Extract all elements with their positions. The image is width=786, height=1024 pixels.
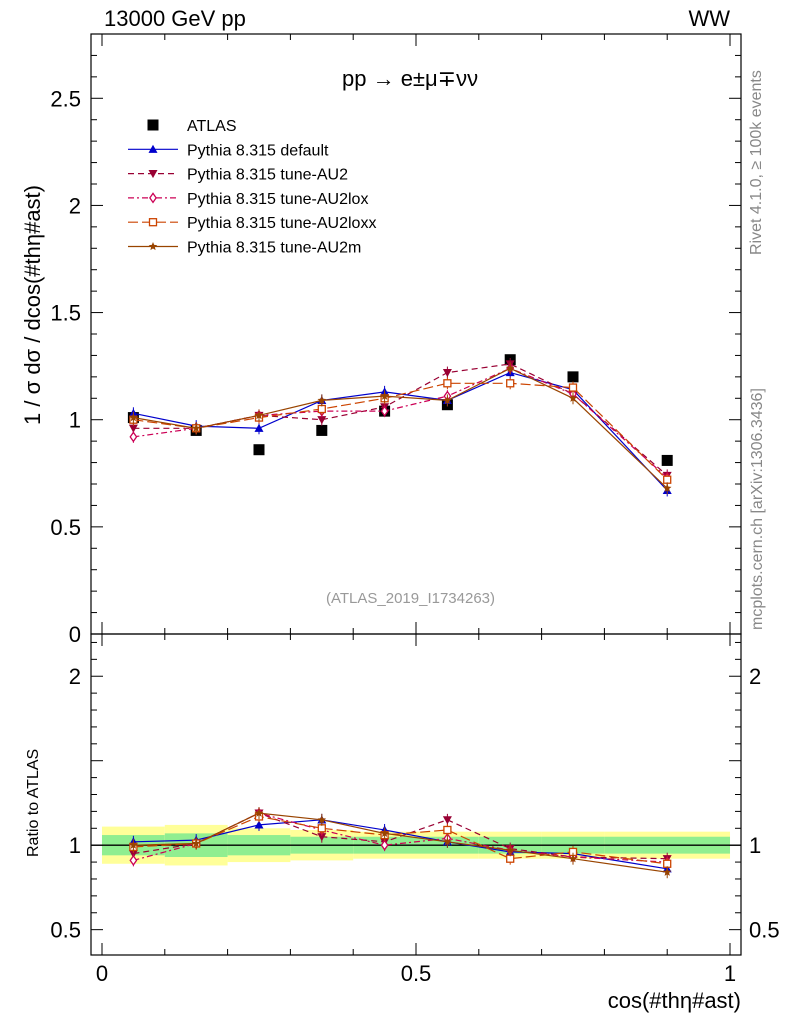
point-AU2m (380, 391, 389, 400)
point-AU2 (317, 416, 327, 425)
ratio-point-AU2loxx (443, 825, 452, 835)
point-default (254, 423, 264, 432)
ratio-point-AU2 (128, 850, 138, 859)
point-AU2loxx (317, 404, 326, 414)
ratio-y-tick-label: 2 (69, 664, 81, 689)
legend-marker-AU2loxx (148, 218, 158, 227)
ratio-point-AU2m (191, 839, 201, 848)
point-AU2m (191, 423, 201, 432)
y-tick-label: 2 (69, 193, 81, 218)
point-ATLAS (661, 454, 673, 466)
ratio-point-AU2lox (129, 854, 138, 867)
point-ATLAS (567, 371, 579, 383)
legend-label-AU2lox: Pythia 8.315 tune-AU2lox (187, 191, 368, 208)
ratio-point-AU2lox (380, 839, 389, 851)
ratio-frame (90, 633, 742, 956)
x-axis-title: cos(#thη#ast) (608, 988, 741, 1013)
ratio-y-tick-label: 1 (69, 833, 81, 858)
ratio-y-tick-label-right: 2 (749, 664, 761, 689)
ratio-y-tick-label-right: 0.5 (749, 918, 780, 943)
point-AU2m (317, 395, 327, 405)
header-left: 13000 GeV pp (104, 6, 246, 31)
ratio-y-tick-label-right: 1 (749, 833, 761, 858)
series-line-AU2 (133, 363, 668, 476)
point-ATLAS (316, 424, 328, 436)
legend-marker-AU2 (148, 170, 158, 179)
ratio-point-AU2m (129, 840, 138, 849)
legend-label-default: Pythia 8.315 default (187, 142, 329, 159)
y-tick-label: 1 (69, 408, 81, 433)
point-AU2 (442, 368, 452, 378)
ratio-point-AU2m (568, 854, 578, 863)
point-AU2lox (129, 431, 138, 443)
ratio-point-AU2m (380, 828, 389, 837)
ratio-point-default (254, 820, 264, 829)
point-AU2m (254, 410, 264, 420)
y-tick-label: 2.5 (50, 86, 81, 111)
point-AU2lox (380, 405, 389, 417)
y-tick-label-zero: 0 (69, 622, 81, 647)
ratio-point-AU2m (505, 845, 515, 854)
point-AU2loxx (443, 379, 452, 388)
legend-marker-AU2lox (149, 192, 157, 204)
legend-marker-AU2m (148, 242, 158, 251)
ratio-point-AU2m (317, 815, 327, 824)
point-AU2m (129, 413, 138, 422)
ratio-point-AU2m (254, 808, 264, 817)
header-right: WW (688, 6, 730, 31)
y-tick-label: 1.5 (50, 301, 81, 326)
ratio-point-AU2 (442, 816, 452, 825)
point-ATLAS (253, 444, 265, 456)
ratio-point-AU2m (662, 867, 672, 876)
legend-marker-default (148, 144, 158, 153)
legend-marker-ATLAS (147, 119, 159, 131)
x-tick-label: 0.5 (401, 961, 432, 986)
point-AU2m (568, 393, 578, 402)
y-axis-title: 1 / σ dσ / dcos(#thη#ast) (20, 185, 45, 425)
series-line-AU2lox (133, 367, 668, 479)
legend-label-AU2m: Pythia 8.315 tune-AU2m (187, 240, 361, 257)
x-tick-label: 1 (724, 961, 736, 986)
ratio-y-axis-title: Ratio to ATLAS (25, 749, 42, 857)
ratio-point-AU2 (317, 833, 327, 842)
point-AU2loxx (506, 379, 515, 388)
series-line-AU2m (133, 367, 668, 489)
point-AU2 (128, 424, 138, 433)
point-AU2loxx (568, 383, 578, 392)
x-tick-label: 0 (96, 961, 108, 986)
mcplots-label: mcplots.cern.ch [arXiv:1306.3436] (749, 388, 766, 630)
point-AU2m (443, 395, 452, 405)
legend-label-AU2loxx: Pythia 8.315 tune-AU2loxx (187, 215, 376, 232)
process-label: pp → e±μ∓νν (342, 66, 479, 91)
point-AU2loxx (663, 475, 672, 484)
analysis-id: (ATLAS_2019_I1734263) (326, 590, 496, 607)
point-AU2m (662, 483, 672, 492)
rivet-label: Rivet 4.1.0, ≥ 100k events (748, 70, 765, 255)
point-AU2m (505, 363, 515, 372)
y-tick-label: 0.5 (50, 515, 81, 540)
ratio-y-tick-label: 0.5 (50, 918, 81, 943)
series-line-default (133, 371, 668, 491)
legend-label-AU2: Pythia 8.315 tune-AU2 (187, 167, 348, 184)
legend-label-ATLAS: ATLAS (187, 118, 237, 135)
ratio-point-AU2m (443, 837, 452, 846)
